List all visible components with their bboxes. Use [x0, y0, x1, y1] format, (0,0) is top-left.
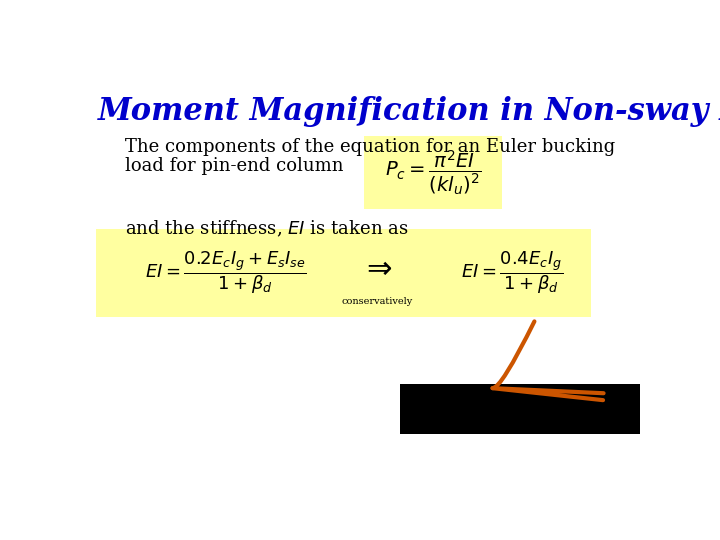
FancyBboxPatch shape [400, 384, 640, 434]
Text: The components of the equation for an Euler bucking: The components of the equation for an Eu… [125, 138, 615, 156]
Text: $\Rightarrow$: $\Rightarrow$ [361, 254, 392, 284]
FancyBboxPatch shape [364, 137, 503, 209]
Text: load for pin-end column: load for pin-end column [125, 157, 343, 175]
Text: $P_c = \dfrac{\pi^2 EI}{(kl_u)^2}$: $P_c = \dfrac{\pi^2 EI}{(kl_u)^2}$ [384, 148, 481, 197]
Text: conservatively: conservatively [341, 297, 413, 306]
FancyBboxPatch shape [96, 229, 591, 316]
Text: $EI = \dfrac{0.2E_c I_g + E_s I_{se}}{1 + \beta_d}$: $EI = \dfrac{0.2E_c I_g + E_s I_{se}}{1 … [145, 249, 307, 296]
Text: and the stiffness, $EI$ is taken as: and the stiffness, $EI$ is taken as [125, 219, 408, 239]
Text: Moment Magnification in Non-sway Frames: Moment Magnification in Non-sway Frames [98, 96, 720, 126]
Text: $EI = \dfrac{0.4E_c I_g}{1 + \beta_d}$: $EI = \dfrac{0.4E_c I_g}{1 + \beta_d}$ [462, 249, 563, 296]
